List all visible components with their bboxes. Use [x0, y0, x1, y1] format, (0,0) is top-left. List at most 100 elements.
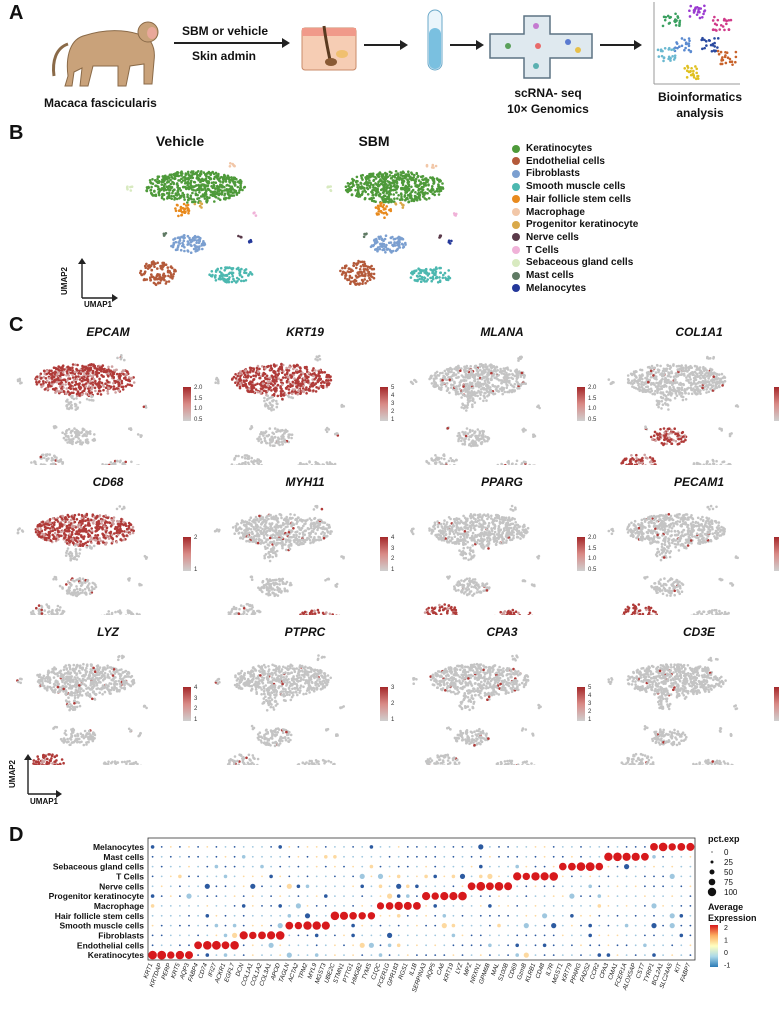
- dot: [315, 905, 318, 907]
- dot: [279, 954, 282, 956]
- dot: [361, 865, 364, 868]
- dot: [498, 875, 500, 878]
- dot: [206, 846, 209, 848]
- dot: [215, 895, 218, 897]
- dot: [261, 885, 263, 888]
- gene-title: MLANA: [480, 325, 524, 339]
- dot: [461, 905, 464, 907]
- dot: [507, 944, 509, 947]
- dot: [625, 895, 628, 897]
- row-label: Nerve cells: [99, 881, 144, 891]
- dot: [625, 914, 628, 917]
- legend-swatch: [512, 157, 520, 166]
- dot: [689, 944, 692, 947]
- dot: [489, 934, 491, 937]
- colorbar: [774, 387, 779, 421]
- dot: [370, 885, 373, 888]
- dot: [406, 924, 409, 927]
- dot: [233, 875, 236, 878]
- feature-umap: [412, 654, 542, 765]
- row-label: Macrophage: [94, 901, 144, 911]
- legend-swatch: [512, 233, 520, 242]
- dot: [188, 924, 190, 927]
- dot: [622, 852, 631, 861]
- dot: [433, 874, 438, 879]
- dot: [677, 843, 686, 851]
- dot: [616, 885, 619, 888]
- dot: [294, 921, 303, 930]
- dot: [534, 924, 537, 927]
- dot: [212, 940, 221, 950]
- bioinf-label-2: analysis: [676, 106, 724, 120]
- legend-label: Fibroblasts: [526, 168, 580, 180]
- dot: [668, 843, 676, 851]
- dot: [233, 895, 236, 897]
- dot: [306, 865, 309, 868]
- dot: [349, 912, 357, 920]
- dot: [653, 934, 655, 937]
- dot: [343, 895, 345, 897]
- dot: [534, 954, 537, 956]
- dot: [233, 914, 236, 917]
- colorbar-tick: 3: [391, 685, 395, 691]
- dot: [206, 865, 209, 868]
- dot: [616, 924, 619, 927]
- dot: [258, 931, 266, 940]
- colorbar: [774, 687, 779, 721]
- dot: [215, 875, 218, 878]
- dot: [470, 855, 473, 858]
- dot: [315, 914, 318, 917]
- colorbar-tick: 1.5: [194, 395, 203, 402]
- dot: [515, 953, 519, 957]
- dot: [515, 864, 519, 869]
- dot: [425, 944, 427, 947]
- color-legend-tick: 1: [724, 938, 728, 945]
- colorbar-tick: 3: [391, 401, 395, 407]
- dot: [561, 944, 564, 947]
- dot: [360, 884, 365, 889]
- dot: [571, 855, 573, 858]
- dot: [224, 914, 227, 917]
- dot: [297, 944, 300, 947]
- dot: [160, 855, 163, 858]
- treatment-label-2: Skin admin: [192, 49, 257, 63]
- dot: [352, 875, 354, 878]
- umap-vehicle: [125, 162, 258, 287]
- umap-sbm: [326, 163, 458, 286]
- dot: [215, 846, 218, 848]
- dot: [461, 865, 464, 868]
- dot: [416, 924, 418, 927]
- umap-axes-c: [24, 754, 62, 798]
- legend-item: Mast cells: [512, 270, 574, 281]
- dot: [343, 846, 345, 848]
- legend-label: T Cells: [526, 244, 559, 256]
- dot: [197, 914, 200, 917]
- dot: [452, 905, 455, 907]
- dot: [352, 846, 354, 848]
- dot: [580, 914, 582, 917]
- dot: [233, 865, 236, 868]
- dot: [324, 954, 327, 956]
- dot: [241, 904, 246, 908]
- dot: [151, 865, 154, 868]
- dot: [203, 941, 212, 950]
- dot: [297, 855, 300, 858]
- dot: [324, 905, 327, 907]
- dot: [516, 914, 519, 917]
- dot: [279, 885, 282, 888]
- dot: [571, 944, 573, 947]
- dot: [324, 875, 327, 878]
- dot: [186, 893, 192, 899]
- dot: [387, 932, 393, 938]
- dot: [461, 924, 464, 927]
- dot: [451, 933, 456, 938]
- legend-item: Progenitor keratinocyte: [512, 219, 638, 230]
- dot: [416, 914, 418, 917]
- dot: [285, 921, 294, 930]
- dot: [479, 874, 483, 879]
- dot: [461, 954, 464, 956]
- dot: [425, 885, 427, 888]
- dot: [607, 934, 610, 937]
- panel-c-label: C: [9, 314, 24, 336]
- dot: [452, 914, 455, 917]
